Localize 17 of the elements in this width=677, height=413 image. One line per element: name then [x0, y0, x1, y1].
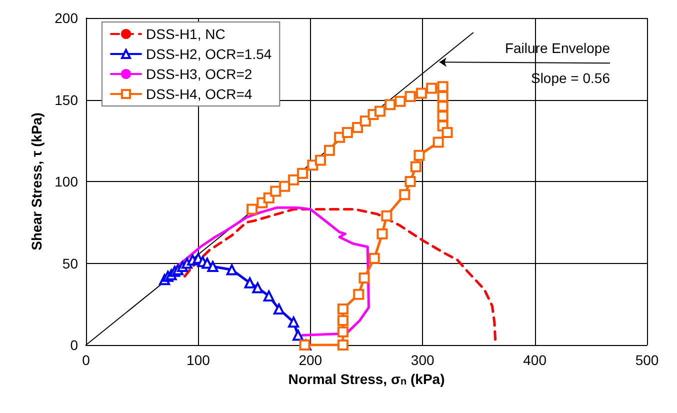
x-tick-label: 500	[635, 352, 659, 368]
x-tick-label: 200	[298, 352, 322, 368]
x-tick-label: 300	[410, 352, 434, 368]
y-tick-label: 50	[62, 255, 78, 272]
x-axis-title: Normal Stress, σn (kPa)	[288, 371, 445, 388]
legend-label: DSS-H4, OCR=4	[146, 86, 252, 102]
legend-label: DSS-H3, OCR=2	[146, 66, 252, 82]
y-tick-label: 200	[54, 10, 78, 26]
x-tick-label: 100	[186, 352, 210, 368]
y-tick-label: 150	[54, 92, 78, 108]
legend-label: DSS-H1, NC	[146, 26, 226, 42]
x-tick-label: 400	[523, 352, 547, 368]
x-tick-label: 0	[82, 352, 90, 368]
y-axis-title: Shear Stress, τ (kPa)	[28, 112, 45, 250]
y-tick-label: 100	[54, 174, 78, 190]
legend-label: DSS-H2, OCR=1.54	[146, 46, 272, 62]
y-tick-label: 0	[70, 337, 78, 353]
